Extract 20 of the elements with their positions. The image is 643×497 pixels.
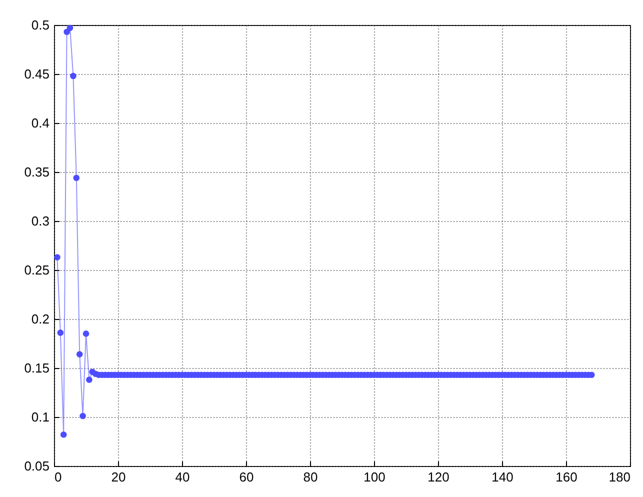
y-tick-label: 0.25 [24, 262, 50, 278]
x-tick-label: 60 [239, 470, 254, 484]
x-tick-label: 20 [111, 470, 126, 484]
y-tick-label: 0.15 [24, 360, 50, 376]
x-tick-label: 140 [492, 470, 514, 484]
y-tick-label: 0.3 [31, 214, 50, 228]
y-tick-label: 0.4 [31, 116, 50, 130]
x-tick-label: 160 [556, 470, 578, 484]
x-tick-label: 180 [608, 470, 630, 484]
x-tick-label: 40 [175, 470, 190, 484]
y-tick-label: 0.05 [24, 458, 50, 474]
y-tick-label: 0.5 [31, 18, 50, 32]
y-tick-label: 0.35 [24, 164, 50, 180]
y-tick-label: 0.2 [31, 312, 50, 326]
x-tick-label: 0 [54, 470, 62, 484]
x-tick-label: 100 [364, 470, 386, 484]
y-tick-label: 0.1 [31, 410, 50, 424]
x-tick-label: 120 [428, 470, 450, 484]
y-tick-label: 0.45 [24, 66, 50, 82]
x-tick-label: 80 [303, 470, 318, 484]
